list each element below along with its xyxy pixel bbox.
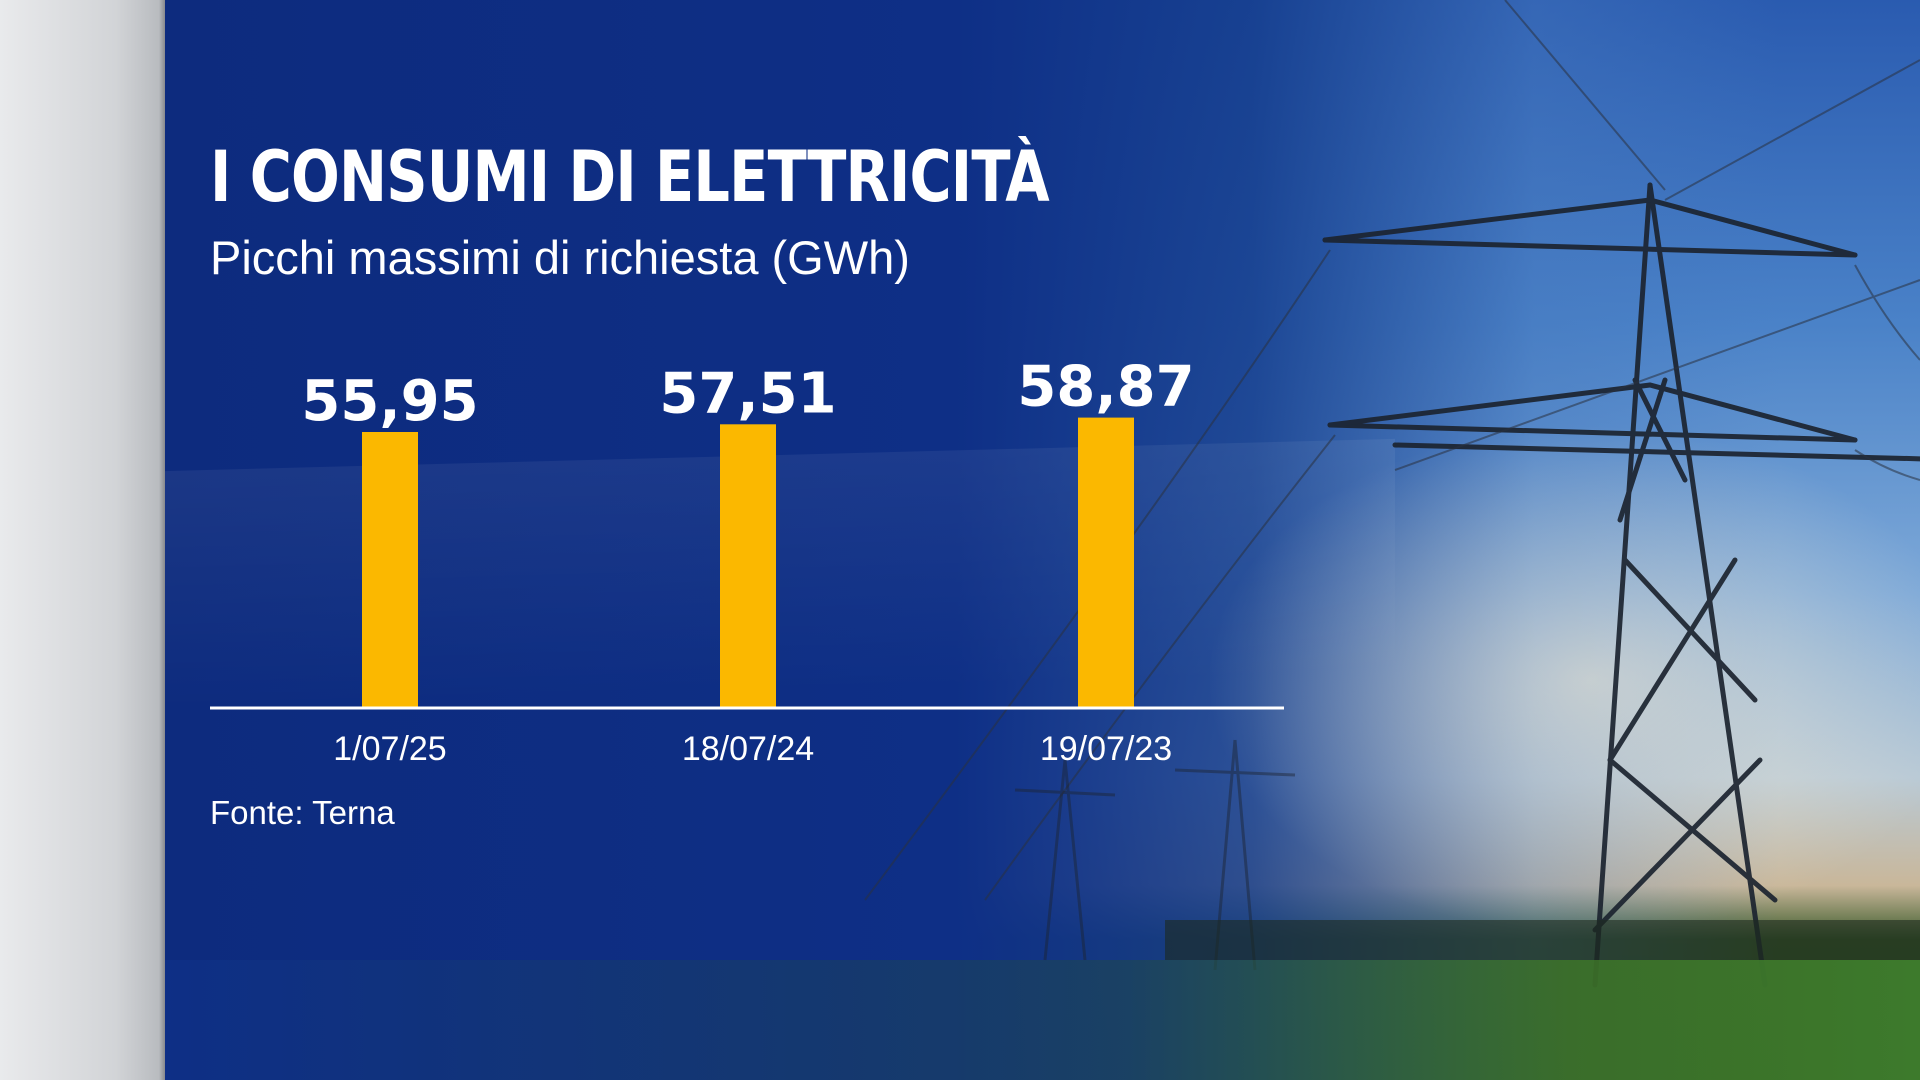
bar-value-label-3: 58,87 (1017, 355, 1194, 420)
field (165, 960, 1920, 1080)
source-note: Fonte: Terna (210, 794, 395, 831)
bar-1 (362, 432, 418, 708)
chart-card (165, 0, 1920, 1080)
x-tick-label-1: 1/07/25 (333, 730, 446, 768)
bar-3 (1078, 417, 1134, 708)
pylon-background-image (864, 0, 1920, 988)
sky-glow (1140, 380, 1920, 980)
chart-title: I CONSUMI DI ELETTRICITÀ (210, 136, 1050, 218)
bars-group: 55,95 1/07/25 57,51 18/07/24 58,87 19/07/23 (301, 355, 1194, 768)
x-tick-label-3: 19/07/23 (1040, 730, 1172, 768)
bar-value-label-1: 55,95 (301, 369, 478, 434)
bar-value-label-2: 57,51 (659, 361, 836, 426)
side-panel (0, 0, 165, 1080)
bar-2 (720, 424, 776, 708)
x-tick-label-2: 18/07/24 (682, 730, 814, 768)
chart-subtitle: Picchi massimi di richiesta (GWh) (210, 231, 910, 284)
